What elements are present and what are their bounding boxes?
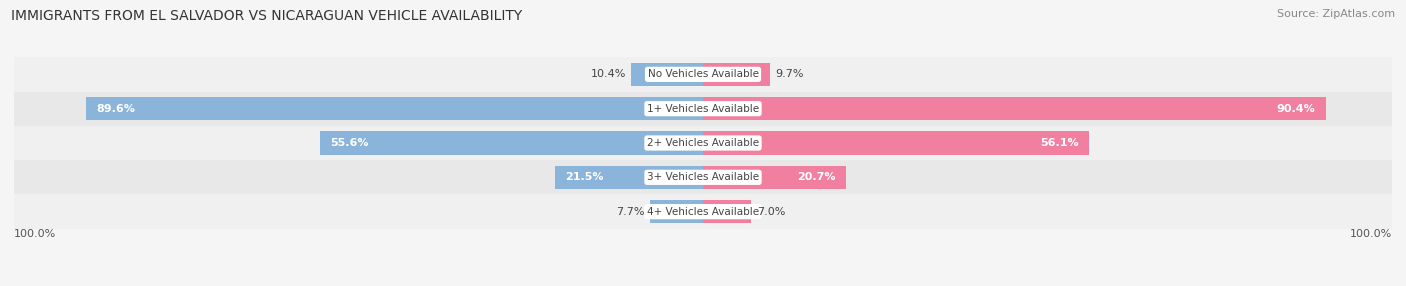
Bar: [703, 63, 770, 86]
Text: 2+ Vehicles Available: 2+ Vehicles Available: [647, 138, 759, 148]
Bar: [14, 57, 1392, 92]
Text: 100.0%: 100.0%: [1350, 229, 1392, 239]
Bar: [14, 194, 1392, 229]
Text: 21.5%: 21.5%: [565, 172, 603, 182]
Text: 10.4%: 10.4%: [591, 69, 626, 79]
Text: 89.6%: 89.6%: [96, 104, 135, 114]
Bar: [631, 63, 703, 86]
Bar: [703, 97, 1326, 120]
Text: 9.7%: 9.7%: [775, 69, 804, 79]
Text: 3+ Vehicles Available: 3+ Vehicles Available: [647, 172, 759, 182]
Text: IMMIGRANTS FROM EL SALVADOR VS NICARAGUAN VEHICLE AVAILABILITY: IMMIGRANTS FROM EL SALVADOR VS NICARAGUA…: [11, 9, 523, 23]
Bar: [555, 166, 703, 189]
Text: 55.6%: 55.6%: [330, 138, 368, 148]
Text: 90.4%: 90.4%: [1277, 104, 1316, 114]
Bar: [703, 200, 751, 223]
Text: 7.7%: 7.7%: [616, 207, 644, 217]
Text: 20.7%: 20.7%: [797, 172, 835, 182]
Bar: [703, 166, 845, 189]
Bar: [14, 92, 1392, 126]
Bar: [703, 131, 1090, 155]
Bar: [14, 126, 1392, 160]
Text: 7.0%: 7.0%: [756, 207, 785, 217]
Bar: [14, 160, 1392, 194]
Text: No Vehicles Available: No Vehicles Available: [648, 69, 758, 79]
Bar: [650, 200, 703, 223]
Text: 100.0%: 100.0%: [14, 229, 56, 239]
Text: Source: ZipAtlas.com: Source: ZipAtlas.com: [1277, 9, 1395, 19]
Text: 1+ Vehicles Available: 1+ Vehicles Available: [647, 104, 759, 114]
Bar: [321, 131, 703, 155]
Text: 4+ Vehicles Available: 4+ Vehicles Available: [647, 207, 759, 217]
Bar: [86, 97, 703, 120]
Text: 56.1%: 56.1%: [1040, 138, 1080, 148]
